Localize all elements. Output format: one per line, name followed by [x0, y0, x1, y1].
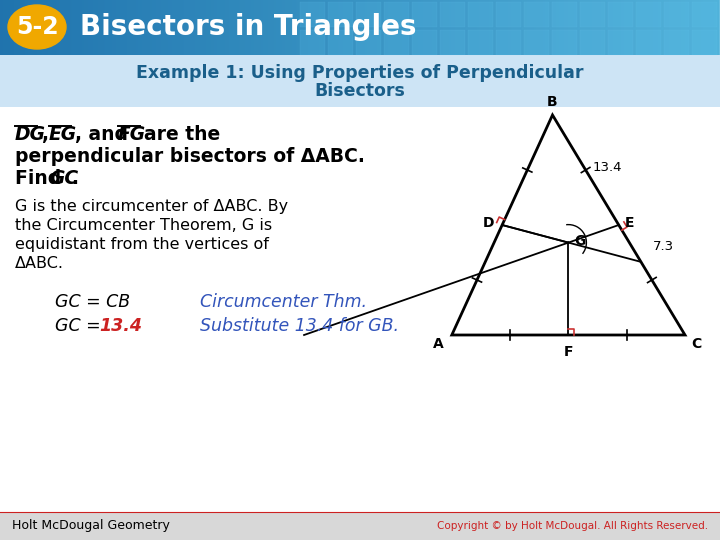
Ellipse shape [8, 5, 66, 49]
Bar [384, 30, 409, 55]
Bar [328, 2, 353, 27]
Text: are the: are the [144, 125, 220, 144]
Bar [0, 512, 720, 540]
Text: 13.4: 13.4 [593, 161, 622, 174]
Text: GC =: GC = [55, 317, 106, 335]
Text: DG: DG [15, 125, 46, 144]
Bar [552, 30, 577, 55]
Text: ,: , [41, 125, 48, 144]
Bar [412, 2, 437, 27]
Text: Circumcenter Thm.: Circumcenter Thm. [200, 293, 367, 311]
Bar [440, 2, 465, 27]
Bar [468, 30, 493, 55]
Bar [300, 2, 325, 27]
Bar [664, 30, 689, 55]
Text: Bisectors in Triangles: Bisectors in Triangles [80, 13, 416, 41]
Bar [496, 30, 521, 55]
Bar [608, 2, 633, 27]
Text: D: D [482, 216, 494, 230]
Text: 7.3: 7.3 [653, 240, 675, 253]
Bar [692, 30, 717, 55]
Text: equidistant from the vertices of: equidistant from the vertices of [15, 237, 269, 252]
Bar [496, 2, 521, 27]
Text: A: A [433, 337, 444, 351]
Text: FG: FG [118, 125, 146, 144]
Text: G is the circumcenter of ΔABC. By: G is the circumcenter of ΔABC. By [15, 199, 288, 214]
Text: B: B [547, 95, 558, 109]
Text: G: G [575, 234, 586, 248]
Text: Substitute 13.4 for GB.: Substitute 13.4 for GB. [200, 317, 399, 335]
Bar [552, 2, 577, 27]
Bar [524, 30, 549, 55]
Bar [384, 2, 409, 27]
Text: Holt McDougal Geometry: Holt McDougal Geometry [12, 519, 170, 532]
Text: the Circumcenter Theorem, G is: the Circumcenter Theorem, G is [15, 218, 272, 233]
Text: E: E [625, 216, 634, 230]
Text: C: C [691, 337, 701, 351]
Text: perpendicular bisectors of ΔABC.: perpendicular bisectors of ΔABC. [15, 147, 365, 166]
Bar [636, 2, 661, 27]
Bar [328, 30, 353, 55]
Text: GC = CB: GC = CB [55, 293, 130, 311]
Bar [300, 30, 325, 55]
Text: Example 1: Using Properties of Perpendicular: Example 1: Using Properties of Perpendic… [136, 64, 584, 82]
Bar [664, 2, 689, 27]
Bar [636, 30, 661, 55]
Bar [580, 2, 605, 27]
Bar [412, 30, 437, 55]
Bar [356, 30, 381, 55]
Text: Copyright © by Holt McDougal. All Rights Reserved.: Copyright © by Holt McDougal. All Rights… [437, 521, 708, 531]
Text: GC: GC [49, 169, 78, 188]
Text: .: . [71, 169, 78, 188]
Text: , and: , and [75, 125, 128, 144]
Bar [356, 2, 381, 27]
Bar [468, 2, 493, 27]
Bar [440, 30, 465, 55]
Bar [692, 2, 717, 27]
Text: Find: Find [15, 169, 68, 188]
Bar [608, 30, 633, 55]
Text: 5-2: 5-2 [16, 15, 58, 39]
Bar [524, 2, 549, 27]
Bar [580, 30, 605, 55]
Text: F: F [564, 345, 573, 359]
Bar [0, 55, 720, 107]
Text: EG: EG [49, 125, 77, 144]
Text: ΔABC.: ΔABC. [15, 256, 64, 271]
Text: Bisectors: Bisectors [315, 82, 405, 100]
Text: 13.4: 13.4 [99, 317, 142, 335]
